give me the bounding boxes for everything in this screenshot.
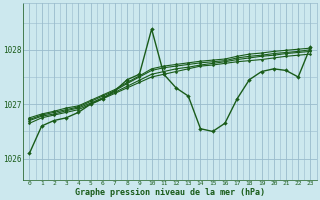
X-axis label: Graphe pression niveau de la mer (hPa): Graphe pression niveau de la mer (hPa) [75,188,265,197]
